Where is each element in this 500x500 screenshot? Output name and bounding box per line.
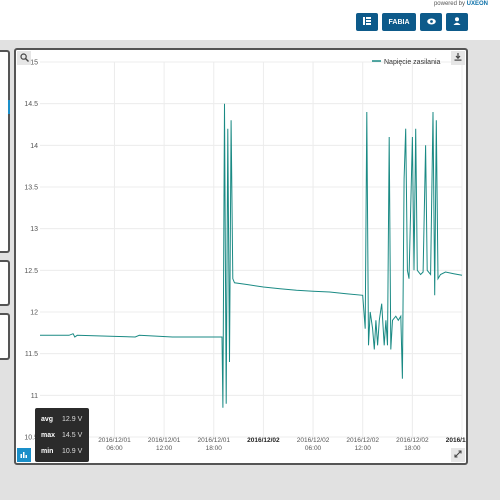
eye-icon (426, 18, 436, 27)
tooltip-value: 14.5 V (62, 431, 83, 439)
x-tick-label-time: 12:00 (355, 445, 372, 452)
x-tick-label-time: 18:00 (404, 445, 421, 452)
tooltip-value: 12.9 V (62, 415, 83, 423)
fabia-button[interactable]: FABIA (382, 13, 416, 31)
x-tick-label: 2016/12/02 (297, 437, 330, 444)
powered-label: powered by (433, 1, 465, 7)
y-tick-label: 12 (30, 310, 38, 317)
voltage-chart[interactable]: 10.5 11 11.5 12 12.5 13 13.5 14 14.5 15 2016/12/0… (16, 50, 466, 463)
x-tick-label-time: 12:00 (156, 445, 173, 452)
legend-label: Napięcie zasilania (384, 59, 441, 66)
y-tick-label: 14 (30, 143, 38, 150)
y-tick-label: 11.5 (25, 351, 38, 358)
x-tick-label: 2016/12/02 (346, 437, 379, 444)
eye-button[interactable] (420, 13, 442, 31)
tooltip-row-min: min 10.9 V (41, 444, 82, 458)
x-tick-label: 2016/12/01 (98, 437, 131, 444)
x-tick-label: 2016/12/01 (148, 437, 181, 444)
download-icon (454, 53, 462, 63)
tooltip-key: avg (41, 415, 54, 423)
stats-tooltip: avg 12.9 V max 14.5 V min 10.9 V (35, 408, 89, 462)
zoom-icon (19, 52, 29, 64)
list-view-button[interactable] (356, 13, 378, 31)
fullscreen-button[interactable] (451, 448, 465, 462)
bar-chart-icon (20, 450, 28, 460)
left-card-1[interactable] (0, 50, 10, 253)
user-button[interactable] (446, 13, 468, 31)
tooltip-key: min (41, 447, 54, 455)
x-tick-label: 2016/12/02 (247, 437, 280, 444)
y-tick-label: 11 (31, 393, 38, 400)
tooltip-value: 10.9 V (62, 447, 83, 455)
user-icon (453, 17, 461, 27)
powered-brand[interactable]: UXEON (466, 1, 488, 7)
left-card-3[interactable] (0, 313, 10, 360)
y-tick-label: 14.5 (24, 101, 38, 108)
y-tick-label: 12.5 (24, 268, 38, 275)
x-tick-label: 2016/12/03 (446, 437, 466, 444)
left-card-indicator (8, 100, 10, 114)
chart-panel: 10.5 11 11.5 12 12.5 13 13.5 14 14.5 15 2016/12/0… (14, 48, 468, 465)
top-bar: powered by UXEON FABIA (0, 0, 500, 40)
powered-by: powered by UXEON (434, 1, 488, 7)
tooltip-row-max: max 14.5 V (41, 428, 82, 442)
zoom-button[interactable] (17, 51, 31, 65)
left-card-2[interactable] (0, 260, 10, 306)
x-tick-label: 2016/12/01 (197, 437, 230, 444)
y-tick-label: 10.5 (24, 435, 38, 442)
expand-icon (454, 450, 462, 460)
tooltip-key: max (41, 431, 56, 439)
x-tick-label-time: 06:00 (305, 445, 322, 452)
y-tick-label: 13 (30, 226, 38, 233)
series-line (40, 103, 463, 408)
y-tick-label: 13.5 (24, 185, 38, 192)
x-tick-label-time: 06:00 (106, 445, 123, 452)
legend[interactable]: Napięcie zasilania (372, 59, 441, 66)
x-tick-label-time: 18:00 (206, 445, 223, 452)
stats-button[interactable] (17, 448, 31, 462)
download-button[interactable] (451, 51, 465, 65)
list-icon (363, 17, 371, 27)
y-tick-label: 15 (30, 60, 38, 67)
x-tick-label: 2016/12/02 (396, 437, 429, 444)
tooltip-row-avg: avg 12.9 V (41, 412, 82, 426)
